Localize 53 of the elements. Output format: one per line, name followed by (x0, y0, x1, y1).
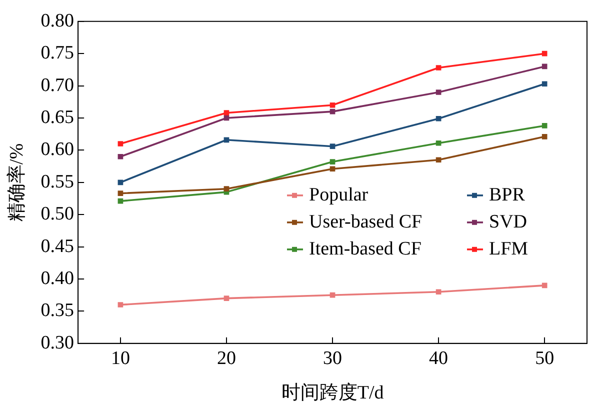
point (224, 137, 230, 143)
legend-label: Item-based CF (309, 238, 422, 260)
point (330, 144, 336, 150)
point (118, 154, 124, 160)
point (542, 50, 548, 56)
y-tick-label: 0.55 (40, 171, 74, 192)
point (118, 180, 124, 186)
y-tick-label: 0.50 (40, 204, 74, 225)
point (436, 157, 442, 163)
y-tick-label: 0.35 (40, 300, 74, 322)
point (224, 296, 230, 301)
point (542, 134, 548, 140)
point (542, 64, 548, 70)
point (118, 198, 124, 204)
x-tick-label: 20 (216, 348, 236, 369)
legend-label: User-based CF (309, 211, 422, 232)
point (436, 90, 442, 95)
y-tick-label: 0.65 (40, 106, 74, 128)
x-tick-label: 50 (535, 348, 554, 369)
y-tick-label: 0.80 (40, 10, 74, 32)
point (436, 140, 442, 146)
y-tick-label: 0.70 (40, 74, 74, 96)
point (224, 115, 230, 121)
y-tick-label: 0.75 (40, 42, 74, 64)
point (436, 116, 442, 122)
y-tick-label: 0.40 (40, 268, 74, 289)
point (224, 110, 230, 116)
x-tick-label: 30 (323, 348, 342, 369)
legend-label: LFM (489, 238, 528, 260)
x-tick-label: 40 (429, 348, 448, 369)
point (542, 123, 548, 128)
x-axis-title: 时间跨度T/d (281, 382, 384, 404)
point (542, 81, 548, 87)
point (436, 65, 442, 70)
point (436, 289, 442, 295)
point (330, 102, 336, 108)
x-tick-label: 10 (110, 348, 130, 369)
point (224, 186, 230, 192)
point (330, 108, 336, 114)
point (118, 141, 124, 146)
legend-label: BPR (489, 184, 526, 206)
legend-label: Popular (309, 184, 369, 206)
y-axis-title: 精确率/% (5, 143, 28, 222)
point (118, 190, 124, 196)
y-tick-label: 0.30 (40, 332, 74, 354)
point (330, 166, 336, 172)
point (542, 282, 548, 288)
point (330, 159, 336, 164)
legend-label: SVD (489, 211, 528, 232)
point (118, 302, 124, 308)
y-tick-label: 0.45 (40, 236, 74, 257)
point (330, 292, 336, 298)
y-tick-label: 0.60 (40, 139, 74, 160)
